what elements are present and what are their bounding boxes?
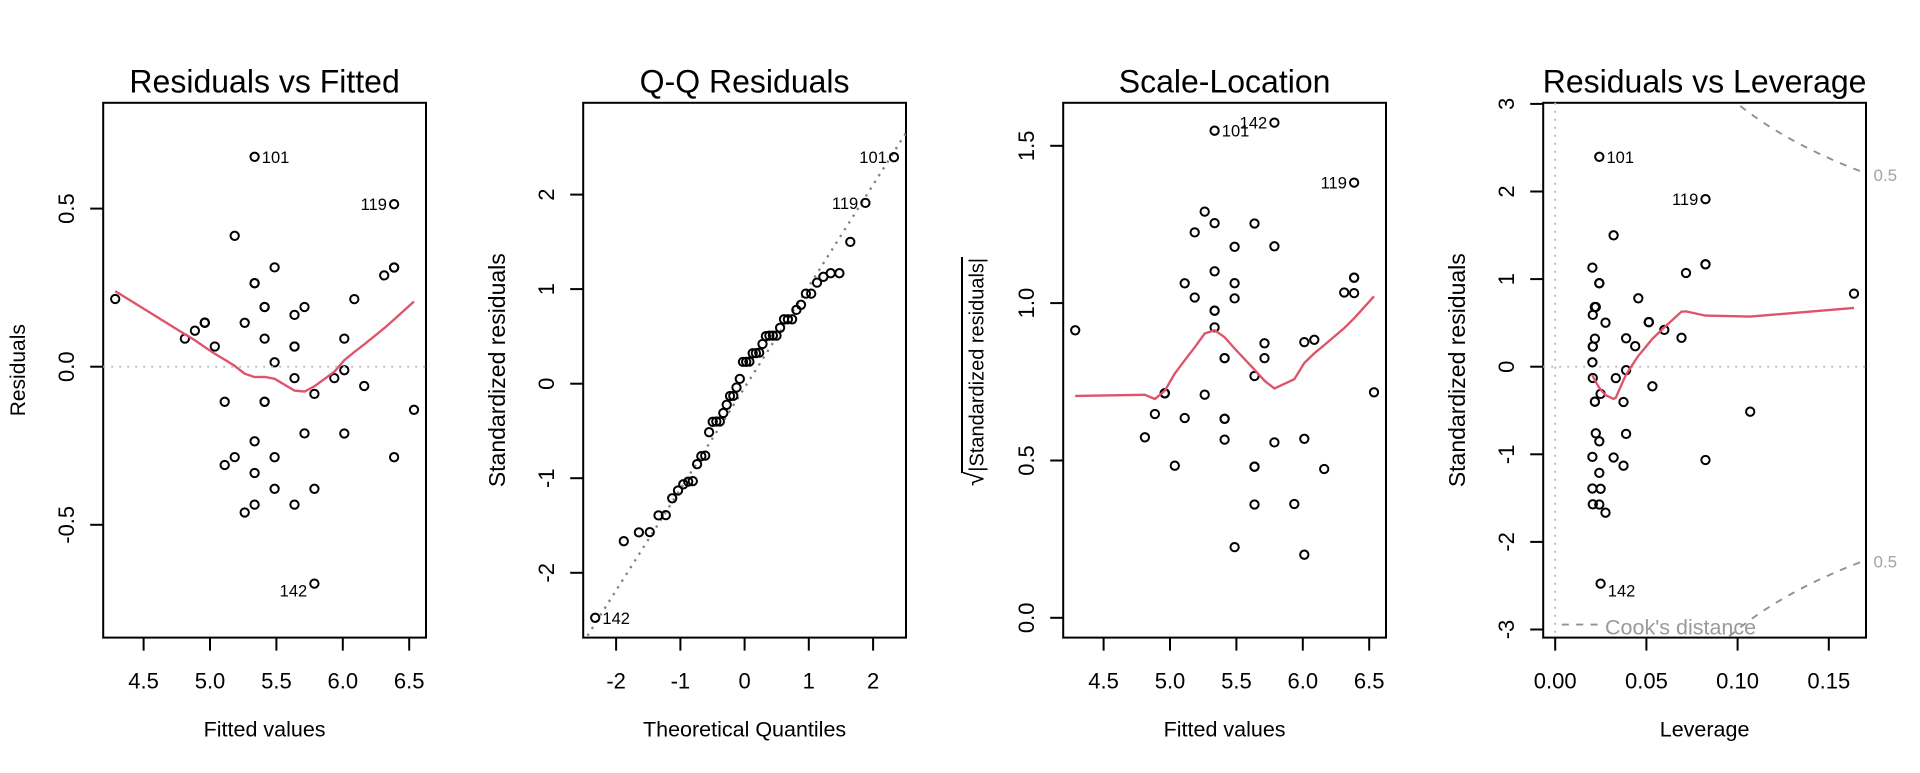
svg-text:0: 0 bbox=[1494, 361, 1519, 373]
svg-text:5.5: 5.5 bbox=[1221, 668, 1252, 693]
svg-text:0.0: 0.0 bbox=[54, 351, 79, 382]
svg-text:Theoretical Quantiles: Theoretical Quantiles bbox=[643, 718, 846, 742]
svg-text:0.5: 0.5 bbox=[1874, 553, 1898, 572]
svg-text:1.5: 1.5 bbox=[1014, 131, 1039, 162]
svg-text:119: 119 bbox=[361, 196, 387, 214]
svg-text:Fitted values: Fitted values bbox=[204, 718, 326, 742]
svg-text:0.5: 0.5 bbox=[1014, 445, 1039, 476]
svg-text:6.5: 6.5 bbox=[1354, 668, 1385, 693]
svg-text:Standardized residuals: Standardized residuals bbox=[1444, 253, 1470, 487]
svg-text:Standardized residuals: Standardized residuals bbox=[484, 253, 510, 487]
svg-text:0.05: 0.05 bbox=[1625, 668, 1668, 693]
svg-text:1: 1 bbox=[1494, 273, 1519, 285]
svg-text:2: 2 bbox=[534, 188, 559, 200]
svg-text:Fitted values: Fitted values bbox=[1164, 718, 1286, 742]
svg-text:0.5: 0.5 bbox=[54, 193, 79, 224]
svg-text:Q-Q Residuals: Q-Q Residuals bbox=[640, 64, 850, 100]
svg-text:6.0: 6.0 bbox=[1288, 668, 1319, 693]
svg-text:0.5: 0.5 bbox=[1874, 166, 1898, 185]
svg-text:142: 142 bbox=[1608, 583, 1636, 601]
svg-text:101: 101 bbox=[859, 149, 887, 167]
svg-text:4.5: 4.5 bbox=[1088, 668, 1119, 693]
svg-text:-1: -1 bbox=[534, 468, 559, 488]
svg-text:0.10: 0.10 bbox=[1716, 668, 1759, 693]
svg-text:0.15: 0.15 bbox=[1807, 668, 1850, 693]
svg-text:Cook's distance: Cook's distance bbox=[1605, 616, 1756, 640]
svg-text:0: 0 bbox=[738, 668, 750, 693]
svg-text:Leverage: Leverage bbox=[1660, 718, 1750, 742]
svg-text:-0.5: -0.5 bbox=[54, 506, 79, 544]
svg-text:142: 142 bbox=[280, 583, 308, 601]
svg-text:6.0: 6.0 bbox=[328, 668, 359, 693]
svg-text:1: 1 bbox=[803, 668, 815, 693]
svg-text:5.0: 5.0 bbox=[195, 668, 226, 693]
svg-text:101: 101 bbox=[262, 149, 290, 167]
svg-text:0.00: 0.00 bbox=[1534, 668, 1577, 693]
svg-text:Residuals vs Fitted: Residuals vs Fitted bbox=[129, 64, 399, 100]
svg-text:Scale-Location: Scale-Location bbox=[1119, 64, 1331, 100]
svg-text:101: 101 bbox=[1607, 149, 1635, 167]
svg-text:6.5: 6.5 bbox=[394, 668, 425, 693]
svg-text:4.5: 4.5 bbox=[128, 668, 159, 693]
svg-text:-2: -2 bbox=[534, 563, 559, 583]
svg-text:3: 3 bbox=[1494, 98, 1519, 110]
svg-text:119: 119 bbox=[1672, 191, 1698, 209]
svg-text:5.5: 5.5 bbox=[261, 668, 292, 693]
svg-text:142: 142 bbox=[602, 610, 630, 628]
svg-text:1.0: 1.0 bbox=[1014, 288, 1039, 319]
svg-text:0: 0 bbox=[534, 378, 559, 390]
svg-text:-2: -2 bbox=[1494, 532, 1519, 552]
svg-text:-1: -1 bbox=[1494, 445, 1519, 465]
svg-text:2: 2 bbox=[867, 668, 879, 693]
svg-text:-2: -2 bbox=[606, 668, 626, 693]
svg-text:Residuals vs Leverage: Residuals vs Leverage bbox=[1543, 64, 1867, 100]
svg-text:0.0: 0.0 bbox=[1014, 603, 1039, 634]
svg-text:2: 2 bbox=[1494, 185, 1519, 197]
svg-text:119: 119 bbox=[832, 195, 858, 213]
svg-text:101: 101 bbox=[1222, 123, 1250, 141]
svg-text:-3: -3 bbox=[1494, 620, 1519, 640]
svg-text:1: 1 bbox=[534, 283, 559, 295]
svg-text:-1: -1 bbox=[671, 668, 691, 693]
svg-text:119: 119 bbox=[1321, 175, 1347, 193]
svg-text:Residuals: Residuals bbox=[7, 324, 30, 416]
svg-text:142: 142 bbox=[1240, 115, 1268, 133]
svg-text:5.0: 5.0 bbox=[1155, 668, 1186, 693]
